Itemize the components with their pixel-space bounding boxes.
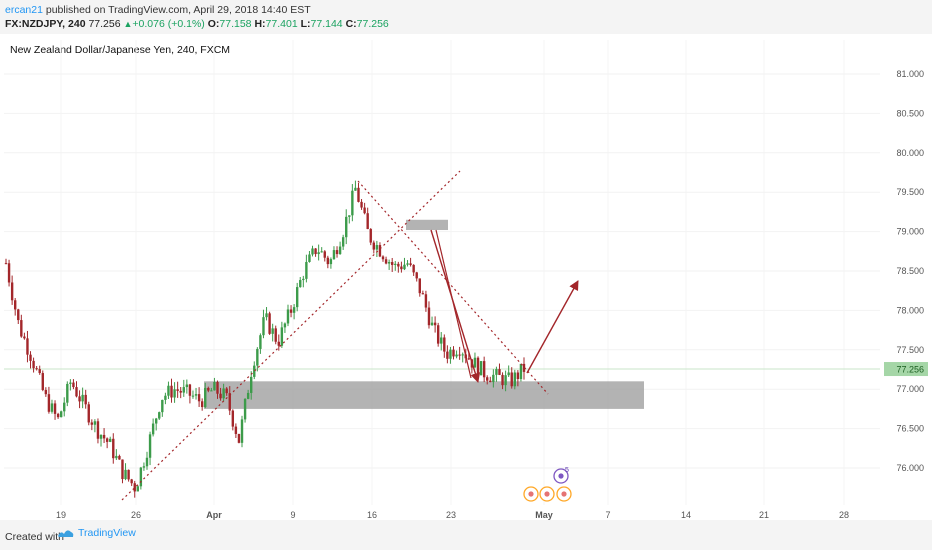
price-change: +0.076 (+0.1%) (132, 18, 205, 30)
low-value: 77.144 (310, 18, 343, 30)
created-with-text: Created with (5, 531, 64, 543)
tradingview-logo-icon (58, 530, 74, 537)
publish-header: ercan21 published on TradingView.com, Ap… (0, 0, 932, 34)
chart-area[interactable] (0, 34, 932, 520)
low-label: L: (300, 18, 311, 30)
symbol-label: FX:NZDJPY, 240 (5, 18, 86, 30)
tradingview-link[interactable]: TradingView (58, 527, 136, 539)
high-label: H: (254, 18, 266, 30)
published-text: published on TradingView.com, April 29, … (45, 4, 311, 16)
ohlc-legend: FX:NZDJPY, 240 77.256 ▲+0.076 (+0.1%) O:… (5, 18, 389, 30)
publish-info: ercan21 published on TradingView.com, Ap… (5, 4, 311, 16)
tradingview-brand-text: TradingView (78, 527, 136, 539)
open-value: 77.158 (219, 18, 252, 30)
author-link[interactable]: ercan21 (5, 4, 43, 16)
close-label: C: (345, 18, 357, 30)
last-price: 77.256 (88, 18, 121, 30)
high-value: 77.401 (265, 18, 298, 30)
footer: Created with TradingView (0, 521, 932, 550)
open-label: O: (207, 18, 220, 30)
close-value: 77.256 (356, 18, 389, 30)
up-arrow-icon: ▲ (123, 19, 133, 29)
chart-title: New Zealand Dollar/Japanese Yen, 240, FX… (10, 44, 231, 56)
